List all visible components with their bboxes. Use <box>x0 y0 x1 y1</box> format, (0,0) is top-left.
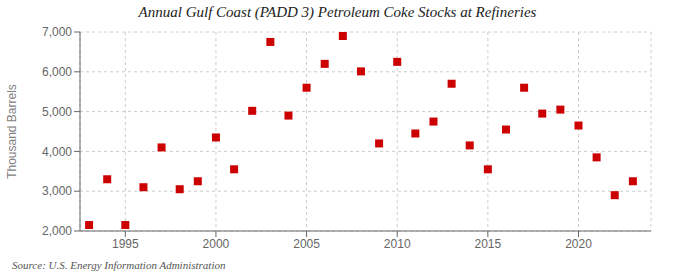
html-text:Source: U.S. Energy Informatio: Source: U.S. Energy Information Administ… <box>12 259 226 271</box>
html-text:Annual Gulf Coast (PADD 3) Pet: Annual Gulf Coast (PADD 3) Petroleum Cok… <box>138 4 537 20</box>
svg-text:6,000: 6,000 <box>42 65 72 79</box>
svg-text:4,000: 4,000 <box>42 145 72 159</box>
svg-text:2005: 2005 <box>293 237 320 251</box>
svg-text:Thousand Barrels: Thousand Barrels <box>8 84 19 179</box>
svg-text:2,000: 2,000 <box>42 224 72 238</box>
svg-text:7,000: 7,000 <box>42 25 72 39</box>
svg-text:2010: 2010 <box>384 237 411 251</box>
svg-text:2000: 2000 <box>203 237 230 251</box>
svg-text:2020: 2020 <box>565 237 592 251</box>
svg-text:3,000: 3,000 <box>42 184 72 198</box>
svg-text:5,000: 5,000 <box>42 105 72 119</box>
svg-text:2015: 2015 <box>475 237 502 251</box>
svg-text:1995: 1995 <box>112 237 139 251</box>
